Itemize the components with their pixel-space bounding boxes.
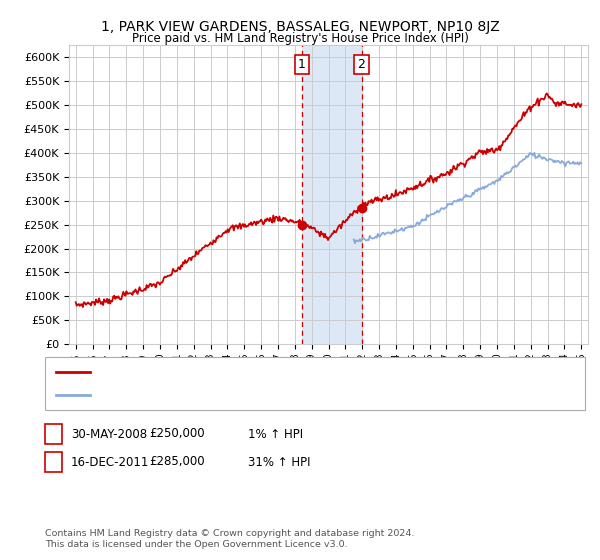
Text: 1, PARK VIEW GARDENS, BASSALEG, NEWPORT, NP10 8JZ (detached house): 1, PARK VIEW GARDENS, BASSALEG, NEWPORT,… bbox=[96, 367, 489, 377]
Text: 1: 1 bbox=[298, 58, 306, 71]
Text: £285,000: £285,000 bbox=[149, 455, 205, 469]
Text: 16-DEC-2011: 16-DEC-2011 bbox=[71, 455, 149, 469]
Text: 2: 2 bbox=[49, 455, 58, 469]
Text: 1% ↑ HPI: 1% ↑ HPI bbox=[248, 427, 303, 441]
Text: 31% ↑ HPI: 31% ↑ HPI bbox=[248, 455, 310, 469]
Text: HPI: Average price, detached house, Newport: HPI: Average price, detached house, Newp… bbox=[96, 390, 333, 400]
Text: 30-MAY-2008: 30-MAY-2008 bbox=[71, 427, 147, 441]
Bar bbox=[302, 45, 362, 344]
Text: 1, PARK VIEW GARDENS, BASSALEG, NEWPORT, NP10 8JZ: 1, PARK VIEW GARDENS, BASSALEG, NEWPORT,… bbox=[101, 20, 499, 34]
Text: Price paid vs. HM Land Registry's House Price Index (HPI): Price paid vs. HM Land Registry's House … bbox=[131, 32, 469, 45]
Text: £250,000: £250,000 bbox=[149, 427, 205, 441]
Text: 2: 2 bbox=[358, 58, 365, 71]
Text: Contains HM Land Registry data © Crown copyright and database right 2024.
This d: Contains HM Land Registry data © Crown c… bbox=[45, 529, 415, 549]
Text: 1: 1 bbox=[49, 427, 58, 441]
